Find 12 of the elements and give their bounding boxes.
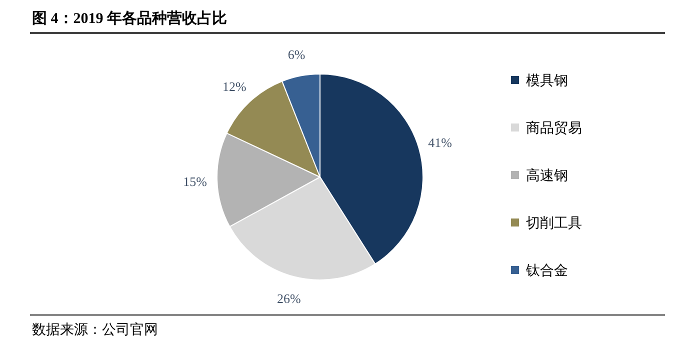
legend-label: 切削工具	[526, 216, 582, 232]
legend-label: 商品贸易	[526, 120, 582, 136]
legend-label: 钛合金	[525, 263, 568, 279]
data-label: 15%	[183, 174, 208, 189]
legend-label: 模具钢	[526, 73, 568, 89]
data-label: 6%	[288, 47, 306, 62]
chart-title: 图 4：2019 年各品种营收占比	[32, 10, 227, 27]
source-note: 数据来源：公司官网	[32, 322, 158, 338]
data-label: 26%	[276, 291, 301, 306]
data-label: 12%	[222, 78, 247, 94]
legend-label: 高速钢	[526, 168, 568, 184]
data-label: 41%	[428, 135, 452, 150]
